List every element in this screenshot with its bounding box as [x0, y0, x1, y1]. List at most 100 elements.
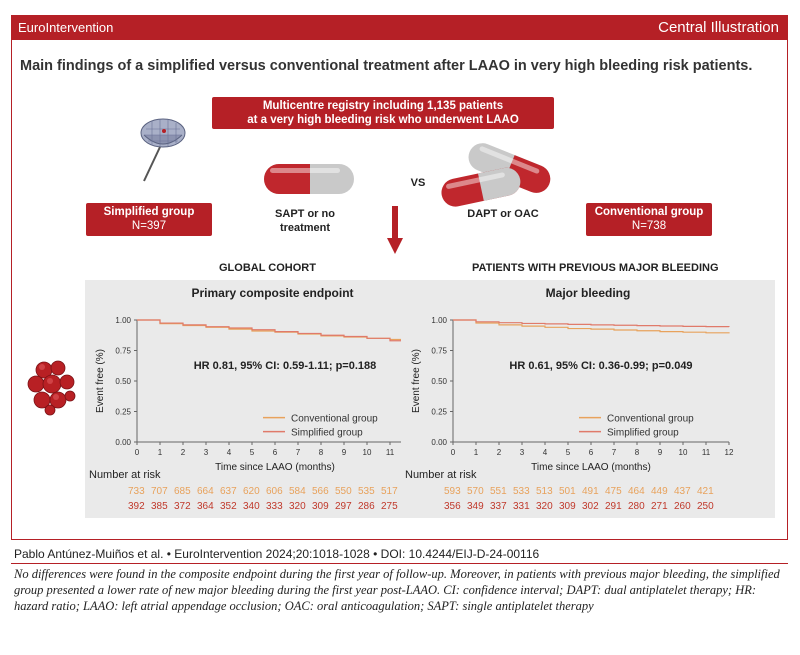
simplified-treatment-line-1: SAPT or no — [275, 208, 335, 220]
risk-label-bleeding: Number at risk — [405, 469, 477, 481]
y-tick-label: 0.50 — [115, 377, 131, 386]
x-axis-label: Time since LAAO (months) — [215, 462, 335, 473]
risk-value: 533 — [513, 486, 530, 497]
y-tick-label: 1.00 — [431, 316, 447, 325]
risk-label-global: Number at risk — [89, 469, 161, 481]
registry-line-1: Multicentre registry including 1,135 pat… — [262, 100, 504, 112]
risk-value: 566 — [312, 486, 329, 497]
x-tick-label: 0 — [135, 448, 140, 457]
chart-title-global: Primary composite endpoint — [191, 286, 354, 300]
risk-value: 685 — [174, 486, 191, 497]
risk-value: 464 — [628, 486, 645, 497]
illustration-label: Central Illustration — [658, 19, 779, 36]
risk-value: 421 — [697, 486, 714, 497]
risk-value: 513 — [536, 486, 553, 497]
conventional-group-n: N=738 — [631, 220, 667, 232]
x-tick-label: 7 — [296, 448, 301, 457]
x-axis-label: Time since LAAO (months) — [531, 462, 651, 473]
risk-value: 349 — [467, 501, 484, 512]
x-tick-label: 10 — [679, 448, 688, 457]
x-tick-label: 2 — [181, 448, 186, 457]
y-tick-label: 0.25 — [431, 408, 447, 417]
down-arrow-icon — [387, 206, 403, 254]
vs-label: VS — [410, 177, 426, 189]
x-tick-label: 5 — [250, 448, 255, 457]
risk-value: 707 — [151, 486, 168, 497]
risk-value: 570 — [467, 486, 484, 497]
risk-value: 352 — [220, 501, 237, 512]
risk-value: 475 — [605, 486, 622, 497]
separator — [11, 563, 788, 564]
hr-annotation: HR 0.61, 95% CI: 0.36-0.99; p=0.049 — [509, 360, 692, 372]
x-tick-label: 4 — [227, 448, 232, 457]
risk-value: 291 — [605, 501, 622, 512]
x-tick-label: 1 — [158, 448, 163, 457]
risk-value: 637 — [220, 486, 237, 497]
x-tick-label: 5 — [566, 448, 571, 457]
x-tick-label: 10 — [363, 448, 372, 457]
risk-value: 250 — [697, 501, 714, 512]
legend-label: Simplified group — [291, 428, 363, 439]
risk-value: 320 — [536, 501, 553, 512]
risk-value: 364 — [197, 501, 214, 512]
risk-value: 275 — [381, 501, 398, 512]
risk-value: 356 — [444, 501, 461, 512]
simplified-group-n: N=397 — [131, 220, 167, 232]
risk-value: 606 — [266, 486, 283, 497]
registry-box: Multicentre registry including 1,135 pat… — [212, 97, 554, 129]
risk-value: 331 — [513, 501, 530, 512]
central-illustration: EuroIntervention Central Illustration Ma… — [11, 15, 788, 540]
x-tick-label: 7 — [612, 448, 617, 457]
risk-value: 271 — [651, 501, 668, 512]
chart-panel-global: Primary composite endpoint 0.00 0.25 0.50 0… — [85, 280, 460, 518]
y-tick-label: 0.00 — [431, 438, 447, 447]
risk-value: 551 — [490, 486, 507, 497]
x-tick-label: 11 — [702, 448, 711, 457]
risk-value: 302 — [582, 501, 599, 512]
risk-value: 535 — [358, 486, 375, 497]
conventional-group-name: Conventional group — [594, 206, 704, 218]
caption: No differences were found in the composi… — [14, 567, 780, 613]
risk-value: 392 — [128, 501, 145, 512]
km-chart-bleeding: 0.000.250.500.751.000 1 2 3 4 5 6 7 8 9 10 11 12Time… — [411, 316, 734, 473]
brand-label: EuroIntervention — [18, 20, 114, 35]
x-tick-label: 11 — [386, 448, 395, 457]
x-tick-label: 3 — [204, 448, 209, 457]
km-chart-global: 0.000.250.500.751.000123456789101112Time… — [95, 316, 418, 473]
risk-value: 385 — [151, 501, 168, 512]
y-tick-label: 0.75 — [115, 347, 131, 356]
citation: Pablo Antúnez-Muiños et al. • EuroInterv… — [14, 547, 540, 561]
risk-value: 664 — [197, 486, 214, 497]
section-global-cohort: GLOBAL COHORT — [219, 262, 316, 274]
risk-value: 309 — [559, 501, 576, 512]
legend-label: Conventional group — [607, 414, 694, 425]
series-line-simplified — [137, 319, 414, 344]
x-tick-label: 9 — [342, 448, 347, 457]
registry-line-2: at a very high bleeding risk who underwe… — [247, 114, 519, 126]
x-tick-label: 12 — [725, 448, 734, 457]
risk-value: 437 — [674, 486, 691, 497]
risk-value: 449 — [651, 486, 668, 497]
pills-dapt-icon — [441, 143, 551, 207]
illustration-header: EuroIntervention Central Illustration — [12, 16, 787, 40]
pill-sapt-icon — [264, 164, 354, 194]
y-tick-label: 0.50 — [431, 377, 447, 386]
legend-label: Conventional group — [291, 414, 378, 425]
x-tick-label: 6 — [589, 448, 594, 457]
blood-clot-icon — [27, 360, 76, 416]
risk-value: 320 — [289, 501, 306, 512]
risk-value: 286 — [358, 501, 375, 512]
risk-value: 340 — [243, 501, 260, 512]
risk-value: 260 — [674, 501, 691, 512]
risk-value: 620 — [243, 486, 260, 497]
series-line-simplified — [453, 319, 730, 328]
x-tick-label: 8 — [319, 448, 324, 457]
risk-value: 280 — [628, 501, 645, 512]
y-tick-label: 1.00 — [115, 316, 131, 325]
risk-value: 333 — [266, 501, 283, 512]
x-tick-label: 2 — [497, 448, 502, 457]
x-tick-label: 4 — [543, 448, 548, 457]
x-tick-label: 1 — [474, 448, 479, 457]
y-axis-label: Event free (%) — [95, 349, 106, 413]
series-line-conventional — [453, 319, 730, 334]
